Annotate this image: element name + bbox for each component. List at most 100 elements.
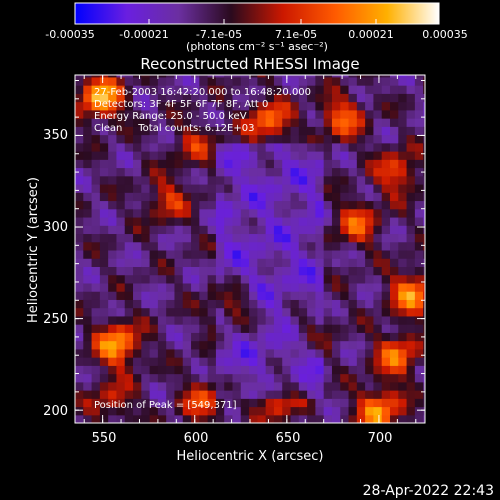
heatmap-cell	[298, 101, 308, 111]
heatmap-cell	[257, 93, 267, 103]
heatmap-cell	[116, 200, 126, 210]
heatmap-cell	[356, 365, 366, 375]
heatmap-cell	[315, 118, 325, 127]
heatmap-cell	[348, 291, 358, 300]
heatmap-cell	[207, 406, 217, 416]
heatmap-cell	[273, 299, 283, 309]
heatmap-cell	[423, 414, 425, 423]
heatmap-cell	[149, 142, 159, 152]
heatmap-cell	[265, 159, 275, 169]
heatmap-cell	[414, 126, 424, 136]
heatmap-cell	[215, 365, 225, 375]
heatmap-cell	[398, 274, 408, 284]
heatmap-cell	[315, 357, 325, 366]
heatmap-cell	[174, 142, 184, 152]
heatmap-cell	[381, 291, 391, 300]
heatmap-cell	[265, 76, 275, 86]
heatmap-cell	[273, 348, 283, 358]
heatmap-cell	[207, 192, 217, 202]
heatmap-cell	[249, 249, 258, 259]
heatmap-cell	[182, 365, 192, 375]
heatmap-cell	[398, 291, 408, 300]
heatmap-cell	[133, 324, 142, 333]
heatmap-cell	[207, 249, 217, 259]
heatmap-cell	[290, 75, 300, 78]
heatmap-cell	[224, 414, 234, 423]
heatmap-cell	[323, 75, 333, 78]
heatmap-cell	[290, 307, 300, 317]
heatmap-cell	[373, 192, 383, 202]
heatmap-cell	[398, 406, 408, 416]
heatmap-cell	[323, 299, 333, 309]
heatmap-cell	[191, 175, 200, 185]
heatmap-cell	[356, 76, 366, 86]
heatmap-cell	[307, 192, 316, 202]
heatmap-cell	[356, 200, 366, 210]
heatmap-cell	[224, 216, 234, 226]
heatmap-cell	[365, 175, 375, 185]
heatmap-cell	[290, 315, 300, 325]
heatmap-cell	[207, 93, 217, 103]
heatmap-cell	[298, 357, 308, 366]
heatmap-cell	[199, 274, 209, 284]
heatmap-cell	[373, 151, 383, 160]
heatmap-cell	[149, 357, 159, 366]
heatmap-cell	[240, 208, 250, 218]
heatmap-cell	[149, 282, 159, 292]
heatmap-cell	[273, 151, 283, 160]
heatmap-cell	[75, 373, 84, 383]
heatmap-cell	[282, 142, 292, 152]
heatmap-cell	[75, 266, 84, 276]
heatmap-cell	[257, 118, 267, 127]
heatmap-cell	[331, 291, 341, 300]
heatmap-cell	[340, 208, 350, 218]
heatmap-cell	[124, 390, 134, 399]
heatmap-cell	[75, 126, 84, 136]
heatmap-cell	[133, 208, 142, 218]
heatmap-cell	[124, 134, 134, 144]
heatmap-cell	[141, 216, 151, 226]
heatmap-cell	[182, 208, 192, 218]
heatmap-cell	[91, 118, 101, 127]
heatmap-cell	[348, 307, 358, 317]
heatmap-cell	[174, 249, 184, 259]
heatmap-cell	[141, 151, 151, 160]
heatmap-cell	[257, 249, 267, 259]
heatmap-cell	[99, 192, 109, 202]
heatmap-cell	[249, 398, 258, 408]
heatmap-cell	[240, 340, 250, 350]
heatmap-cell	[166, 192, 176, 202]
heatmap-cell	[108, 340, 118, 350]
heatmap-cell	[232, 183, 242, 193]
heatmap-cell	[398, 307, 408, 317]
heatmap-cell	[273, 192, 283, 202]
heatmap-cell	[191, 348, 200, 358]
heatmap-cell	[232, 225, 242, 235]
heatmap-cell	[323, 118, 333, 127]
heatmap-cell	[398, 200, 408, 210]
heatmap-cell	[99, 167, 109, 177]
heatmap-cell	[199, 282, 209, 292]
heatmap-cell	[182, 159, 192, 169]
heatmap-cell	[290, 233, 300, 243]
heatmap-cell	[315, 109, 325, 119]
heatmap-cell	[373, 249, 383, 259]
heatmap-cell	[99, 225, 109, 235]
heatmap-cell	[149, 192, 159, 202]
heatmap-cell	[75, 365, 84, 375]
heatmap-cell	[249, 225, 258, 235]
heatmap-cell	[398, 101, 408, 111]
heatmap-cell	[174, 76, 184, 86]
heatmap-cell	[124, 381, 134, 391]
heatmap-cell	[331, 307, 341, 317]
heatmap-cell	[199, 142, 209, 152]
heatmap-cell	[232, 134, 242, 144]
heatmap-cell	[157, 109, 167, 119]
heatmap-cell	[290, 332, 300, 342]
heatmap-cell	[348, 406, 358, 416]
heatmap-cell	[215, 200, 225, 210]
heatmap-cell	[348, 151, 358, 160]
heatmap-cell	[75, 200, 84, 210]
heatmap-cell	[232, 381, 242, 391]
heatmap-cell	[174, 274, 184, 284]
